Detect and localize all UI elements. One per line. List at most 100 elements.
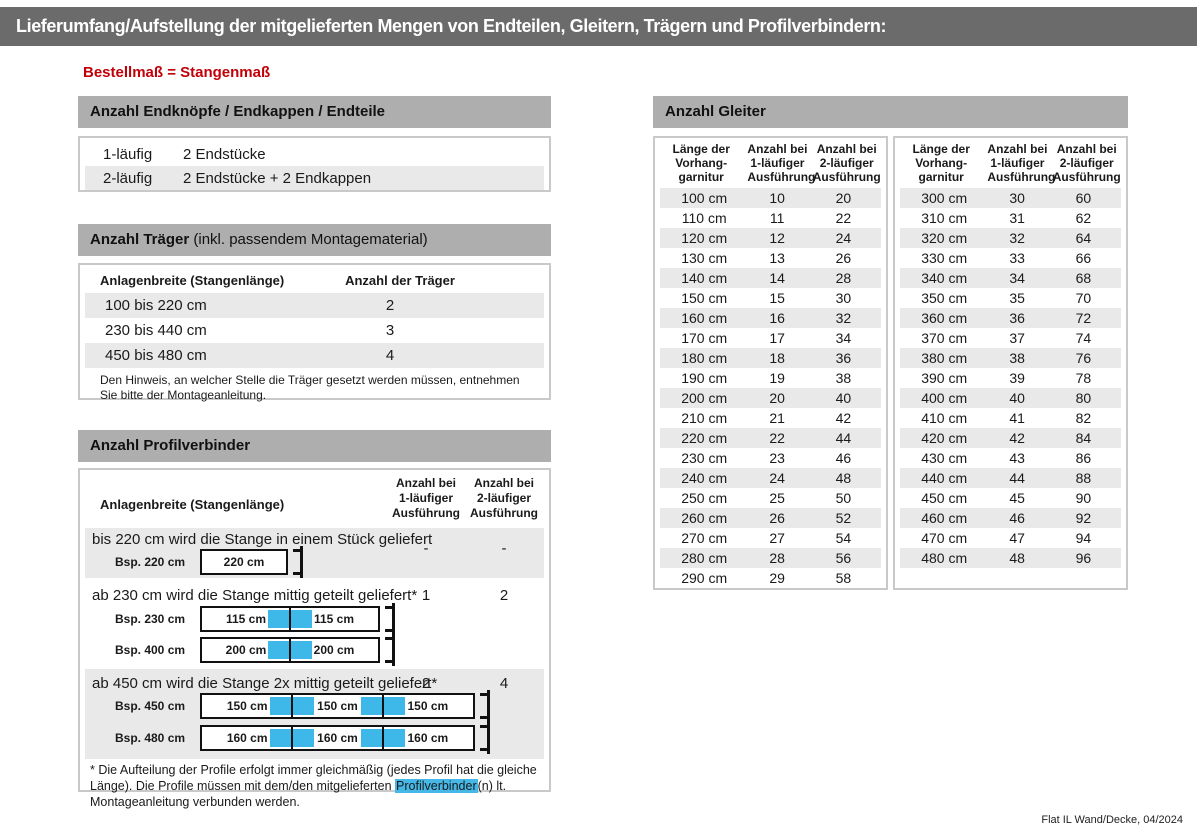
gleiter-table-left: Länge der Vorhang-garnitur Anzahl bei 1-lä… [653, 136, 888, 590]
traeger-note: Den Hinweis, an welcher Stelle die Träge… [100, 373, 520, 402]
table-row: 250 cm 25 50 [660, 488, 881, 508]
end-bracket-icon [293, 546, 303, 578]
joint-line [381, 693, 384, 719]
rod-diagram-label: Bsp. 400 cm [115, 643, 186, 657]
rod-diagram: Bsp. 480 cm 160 cm 160 cm 160 cm [115, 722, 490, 754]
pv-row-description: ab 230 cm wird die Stange mittig geteilt… [92, 587, 418, 604]
table-row: 350 cm 35 70 [900, 288, 1121, 308]
cell: 110 cm [681, 210, 727, 226]
rod-segment-length: 150 cm [226, 699, 268, 713]
table-row: 410 cm 41 82 [900, 408, 1121, 428]
gleiter-tables: Länge der Vorhang-garnitur Anzahl bei 1-lä… [653, 136, 1128, 590]
table-row: 230 bis 440 cm 3 [85, 318, 544, 343]
rod-diagram-label: Bsp. 230 cm [115, 612, 186, 626]
rod-segment-length: 150 cm [407, 699, 449, 713]
cell: 25 [769, 490, 785, 506]
table-row: 160 cm 16 32 [660, 308, 881, 328]
cell-type: 1-läufig [103, 145, 153, 163]
table-row: 200 cm 20 40 [660, 388, 881, 408]
subtitle-bestellmass: Bestellmaß = Stangenmaß [83, 64, 271, 81]
traeger-table: Anlagenbreite (Stangenlänge) Anzahl der … [78, 263, 551, 402]
cell: 90 [1075, 490, 1092, 506]
cell: 84 [1075, 430, 1092, 446]
cell: 64 [1075, 230, 1092, 246]
cell: 23 [769, 450, 785, 466]
cell: 17 [769, 330, 785, 346]
cell: 47 [1009, 530, 1025, 546]
end-bracket-icon [480, 690, 490, 722]
section-header-traeger-bold: Anzahl Träger [90, 231, 190, 248]
cell-count: 2 [385, 297, 395, 314]
cell: 80 [1075, 390, 1092, 406]
cell: 26 [835, 250, 852, 266]
cell: 240 cm [681, 470, 728, 486]
cell-range: 100 bis 220 cm [105, 297, 207, 314]
cell: 10 [769, 190, 785, 206]
cell: 52 [835, 510, 852, 526]
section-header-gleiter: Anzahl Gleiter [653, 96, 1128, 128]
table-row: 260 cm 26 52 [660, 508, 881, 528]
cell: 34 [835, 330, 852, 346]
cell: 40 [835, 390, 852, 406]
section-header-traeger-rest: (inkl. passendem Montagematerial) [189, 231, 428, 248]
page-title: Lieferumfang/Aufstellung der mitgeliefer… [16, 16, 887, 36]
cell: 22 [769, 430, 785, 446]
cell: 390 cm [921, 370, 968, 386]
cell: 38 [1009, 350, 1025, 366]
cell: 54 [835, 530, 852, 546]
cell: 24 [769, 470, 785, 486]
table-row: 390 cm 39 78 [900, 368, 1121, 388]
pv-col3-header: Anzahl bei 2-läufiger Ausführung [470, 476, 538, 520]
rod-segment-length: 160 cm [317, 731, 358, 745]
cell: 24 [835, 230, 852, 246]
table-row: 120 cm 12 24 [660, 228, 881, 248]
cell: 280 cm [681, 550, 728, 566]
rod-segment-length: 150 cm [317, 699, 358, 713]
rod-diagram: Bsp. 450 cm 150 cm 150 cm 150 cm [115, 690, 490, 722]
table-row: 240 cm 24 48 [660, 468, 881, 488]
left-column: Anzahl Endknöpfe / Endkappen / Endteile … [78, 96, 551, 809]
gleiter-right-head: Länge der Vorhang-garnitur Anzahl bei 1-lä… [895, 138, 1126, 188]
rod-box: 200 cm 200 cm [200, 637, 380, 663]
cell: 300 cm [921, 190, 968, 206]
cell: 50 [835, 490, 852, 506]
cell: 30 [835, 290, 852, 306]
joint-line [289, 637, 291, 663]
table-row: 130 cm 13 26 [660, 248, 881, 268]
cell: 31 [1009, 210, 1025, 226]
cell: 29 [769, 570, 785, 586]
cell: 82 [1075, 410, 1092, 426]
rod-diagram: Bsp. 400 cm 200 cm 200 cm [115, 634, 395, 666]
cell: 88 [1075, 470, 1092, 486]
cell: 48 [1009, 550, 1025, 566]
table-row: 220 cm 22 44 [660, 428, 881, 448]
table-row: 370 cm 37 74 [900, 328, 1121, 348]
cell-range: 450 bis 480 cm [105, 347, 207, 364]
gleiter-col2-header: Anzahl bei 1-läufiger Ausführung [747, 142, 816, 184]
cell: 120 cm [681, 230, 728, 246]
cell: 86 [1075, 450, 1092, 466]
pv-count-2lauf: 4 [499, 675, 509, 692]
rod-segment-length: 200 cm [313, 643, 355, 657]
table-row: 330 cm 33 66 [900, 248, 1121, 268]
table-row: 320 cm 32 64 [900, 228, 1121, 248]
rod-segment-length: 160 cm [226, 731, 268, 745]
cell: 200 cm [681, 390, 728, 406]
cell: 140 cm [681, 270, 728, 286]
pv-count-1lauf: 1 [421, 587, 431, 604]
cell: 28 [769, 550, 785, 566]
table-row: 170 cm 17 34 [660, 328, 881, 348]
cell: 360 cm [921, 310, 968, 326]
cell: 43 [1009, 450, 1025, 466]
cell: 48 [835, 470, 852, 486]
traeger-col1-header: Anlagenbreite (Stangenlänge) [100, 273, 285, 288]
cell: 480 cm [921, 550, 968, 566]
pv-row-description: ab 450 cm wird die Stange 2x mittig gete… [92, 675, 438, 692]
row-shade [85, 528, 544, 578]
cell: 39 [1009, 370, 1025, 386]
table-row: 400 cm 40 80 [900, 388, 1121, 408]
rod-diagram-label: Bsp. 450 cm [115, 699, 186, 713]
cell: 27 [769, 530, 785, 546]
cell-type: 2-läufig [103, 169, 153, 187]
table-row: 210 cm 21 42 [660, 408, 881, 428]
